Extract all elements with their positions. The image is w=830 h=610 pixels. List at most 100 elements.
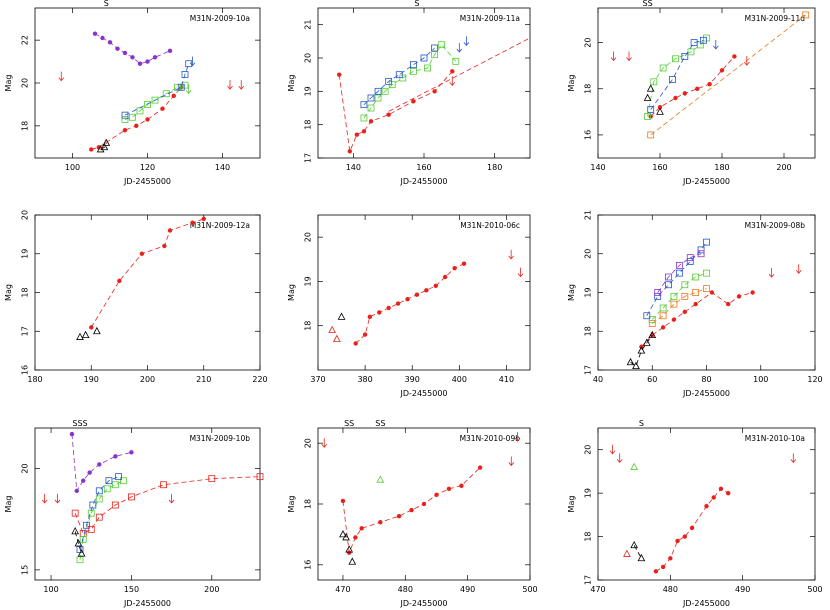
x-tick-label: 140 [215, 163, 230, 172]
upper-limit-arrow [508, 456, 515, 467]
series-black [337, 312, 346, 320]
data-point [103, 485, 111, 493]
data-point [414, 292, 420, 297]
y-axis-label: Mag [4, 75, 13, 92]
arrow-head [508, 255, 514, 260]
data-point [395, 71, 403, 79]
data-point [96, 145, 105, 153]
x-tick-label: 400 [452, 375, 467, 384]
data-point [328, 325, 337, 334]
data-point [174, 83, 181, 91]
series-blue [643, 238, 710, 320]
data-point [97, 462, 102, 467]
x-tick-label: 480 [398, 585, 413, 594]
data-point [405, 296, 410, 302]
data-point [431, 44, 439, 52]
series-line [630, 334, 653, 367]
upper-limit-arrow [508, 249, 514, 260]
arrow-head [508, 462, 515, 467]
data-point [630, 462, 639, 470]
upper-limit-arrow [41, 493, 48, 504]
x-tick-label: 470 [590, 585, 605, 594]
data-point [675, 269, 683, 277]
x-axis-label: JD-2455000 [123, 599, 171, 608]
data-point [704, 503, 709, 509]
upper-limit-arrow [609, 444, 616, 455]
data-point [424, 64, 431, 72]
series-red [71, 473, 264, 537]
data-point [660, 564, 666, 570]
data-point [347, 149, 352, 154]
series-line [647, 37, 707, 117]
upper-limit-arrow [58, 71, 65, 82]
data-point [353, 535, 358, 540]
series-black [630, 540, 646, 562]
data-point [719, 68, 725, 73]
series-line [124, 84, 186, 120]
y-tick-label: 19 [21, 249, 30, 259]
data-point [100, 142, 109, 151]
data-point [385, 77, 393, 85]
plot-frame [597, 214, 816, 371]
data-point [670, 292, 678, 300]
series-line [655, 488, 729, 572]
data-point [671, 317, 677, 322]
y-axis-label: Mag [4, 284, 13, 301]
top-marker-label: S [414, 0, 419, 8]
data-point [162, 90, 170, 98]
series-purple [92, 31, 173, 66]
data-point [160, 106, 165, 111]
y-axis-label: Mag [287, 496, 296, 513]
x-tick-label: 120 [807, 375, 822, 384]
data-point [340, 498, 346, 504]
y-tick-label: 18 [21, 287, 30, 297]
upper-limit-arrow [795, 264, 802, 274]
data-point [446, 486, 452, 491]
data-point [686, 254, 694, 262]
data-point [700, 36, 707, 44]
arrow-head [238, 85, 245, 90]
data-point [673, 95, 678, 101]
data-point [95, 513, 103, 521]
x-tick-label: 100 [43, 585, 58, 594]
panel-title: M31N-2009-10b [190, 434, 251, 443]
series-green [121, 81, 189, 123]
x-tick-label: 150 [124, 585, 139, 594]
upper-limit-arrow [768, 268, 775, 278]
arrow-head [616, 459, 623, 464]
data-point [709, 290, 715, 295]
y-tick-label: 18 [304, 120, 313, 130]
upper-limit-arrow [54, 493, 61, 504]
data-point [167, 48, 173, 54]
series-green [630, 462, 639, 470]
data-point [689, 525, 695, 531]
data-point [74, 539, 83, 547]
arrow-head [321, 443, 328, 448]
series-line [652, 288, 707, 324]
data-point [750, 290, 755, 295]
data-point [162, 243, 167, 249]
data-point [431, 51, 439, 59]
data-point [646, 84, 655, 92]
data-point [660, 325, 666, 330]
data-point [145, 117, 150, 122]
data-point [681, 292, 689, 300]
data-point [130, 55, 135, 60]
x-axis-label: JD-2455000 [123, 177, 171, 186]
series-line [124, 63, 190, 116]
data-point [642, 338, 651, 346]
data-point [726, 301, 731, 307]
data-point [92, 31, 98, 36]
series-blue [121, 60, 193, 119]
data-point [672, 55, 679, 63]
y-tick-label: 20 [584, 38, 593, 48]
data-point [682, 91, 687, 96]
data-point [145, 59, 150, 64]
upper-limit-arrow [743, 56, 750, 66]
arrow-head [768, 273, 775, 278]
y-axis-label: Mag [4, 496, 13, 513]
data-point [129, 450, 134, 455]
data-point [111, 481, 119, 489]
chart-panel-7: 100 150 200 15 20 M31N-2009-10b JD-2455000 Mag S… [4, 419, 264, 608]
